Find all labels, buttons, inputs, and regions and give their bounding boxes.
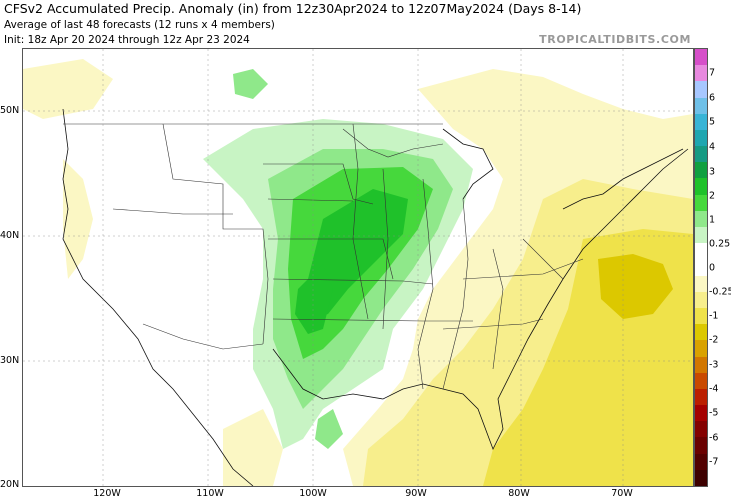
colorbar-swatch	[695, 405, 707, 422]
colorbar-swatch	[695, 65, 707, 82]
colorbar-swatch	[695, 146, 707, 163]
colorbar-swatch	[695, 307, 707, 325]
lon-label-100w: 100W	[299, 488, 327, 499]
lat-label-30n: 30N	[0, 355, 20, 366]
brand-watermark: TROPICALTIDBITS.COM	[539, 33, 691, 46]
map-canvas	[23, 49, 693, 486]
political-boundaries	[63, 123, 584, 390]
colorbar-label: -5	[709, 407, 719, 419]
colorbar-swatch	[695, 194, 707, 212]
colorbar-label: 6	[709, 92, 716, 104]
colorbar-label: 0	[709, 262, 716, 274]
colorbar-label: -2	[709, 334, 719, 346]
map-title: CFSv2 Accumulated Precip. Anomaly (in) f…	[4, 1, 582, 16]
lon-label-70w: 70W	[611, 488, 633, 499]
colorbar	[694, 48, 708, 487]
colorbar-swatch	[695, 178, 707, 196]
colorbar-label: -7	[709, 456, 719, 468]
colorbar-label: -6	[709, 432, 719, 444]
colorbar-swatch	[695, 340, 707, 357]
lat-label-40n: 40N	[0, 230, 20, 241]
colorbar-label: 7	[709, 67, 716, 79]
colorbar-label: 2	[709, 190, 716, 202]
colorbar-label: -3	[709, 359, 719, 371]
colorbar-swatch	[695, 49, 707, 66]
colorbar-swatch	[695, 113, 707, 131]
colorbar-swatch	[695, 421, 707, 438]
colorbar-label: -1	[709, 310, 719, 322]
colorbar-label: -4	[709, 383, 719, 395]
colorbar-swatch	[695, 356, 707, 374]
colorbar-label: 3	[709, 166, 716, 178]
colorbar-label: 4	[709, 141, 716, 153]
colorbar-swatch	[695, 324, 707, 341]
colorbar-swatch	[695, 81, 707, 99]
colorbar-swatch	[695, 437, 707, 455]
init-time: Init: 18z Apr 20 2024 through 12z Apr 23…	[4, 34, 250, 46]
colorbar-swatch	[695, 453, 707, 471]
colorbar-swatch	[695, 259, 707, 277]
colorbar-swatch	[695, 469, 707, 487]
lon-label-110w: 110W	[196, 488, 224, 499]
colorbar-swatch	[695, 97, 707, 115]
lat-label-20n: 20N	[0, 479, 20, 490]
lon-label-120w: 120W	[93, 488, 121, 499]
colorbar-swatch	[695, 162, 707, 179]
dry-anomaly-shading	[23, 59, 693, 486]
colorbar-label: 5	[709, 116, 716, 128]
colorbar-swatch	[695, 372, 707, 390]
colorbar-label: -0.25	[709, 286, 731, 298]
coastlines	[62, 108, 689, 486]
colorbar-label: 1	[709, 214, 716, 226]
lon-label-90w: 90W	[405, 488, 427, 499]
colorbar-swatch	[695, 243, 707, 260]
colorbar-swatch	[695, 291, 707, 309]
colorbar-swatch	[695, 227, 707, 244]
graticule	[23, 49, 693, 486]
colorbar-swatch	[695, 210, 707, 228]
colorbar-label: 0.25	[709, 238, 731, 250]
lon-label-80w: 80W	[508, 488, 530, 499]
colorbar-swatch	[695, 129, 707, 147]
colorbar-swatch	[695, 275, 707, 293]
precip-anomaly-map	[22, 48, 694, 487]
colorbar-swatch	[695, 388, 707, 406]
lat-label-50n: 50N	[0, 105, 20, 116]
wet-anomaly-shading	[203, 69, 473, 449]
map-subtitle: Average of last 48 forecasts (12 runs x …	[4, 19, 275, 31]
